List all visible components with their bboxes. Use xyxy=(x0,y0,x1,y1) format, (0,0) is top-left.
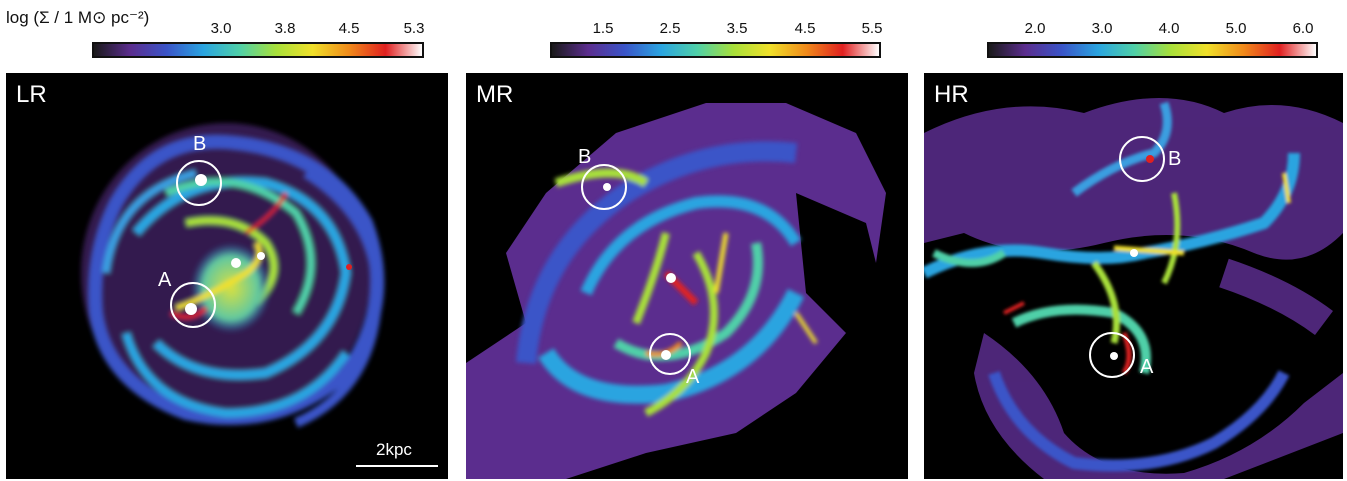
tick-label: 2.0 xyxy=(1024,20,1046,37)
panel-label: MR xyxy=(476,81,514,108)
region-label-a: A xyxy=(686,366,700,388)
region-circle-b xyxy=(581,164,627,210)
tick-label: 6.0 xyxy=(1292,20,1314,37)
region-circle-a xyxy=(170,282,216,328)
region-label-a: A xyxy=(1140,356,1154,378)
tick-label: 5.5 xyxy=(861,20,883,37)
colorbar-label: log (Σ / 1 M⊙ pc⁻²) xyxy=(6,8,150,27)
region-label-a: A xyxy=(158,269,172,291)
panel-mr: MR B A xyxy=(466,73,908,479)
panel-label: HR xyxy=(934,81,969,108)
region-circle-b xyxy=(1119,136,1165,182)
panel-hr: HR B A xyxy=(924,73,1343,479)
panel-lr: LR B A 2kpc xyxy=(6,73,448,479)
colorbar-lr xyxy=(92,42,424,58)
galaxy-image-mr xyxy=(466,103,908,479)
region-circle-a xyxy=(1089,332,1135,378)
tick-label: 3.8 xyxy=(274,20,296,37)
tick-label: 5.3 xyxy=(403,20,425,37)
tick-label: 5.0 xyxy=(1225,20,1247,37)
colorbar-mr xyxy=(550,42,881,58)
panel-label: LR xyxy=(16,81,47,108)
tick-label: 3.0 xyxy=(210,20,232,37)
region-label-b: B xyxy=(193,133,207,155)
scale-bar xyxy=(356,465,438,467)
tick-label: 2.5 xyxy=(659,20,681,37)
tick-label: 3.5 xyxy=(726,20,748,37)
tick-label: 4.5 xyxy=(794,20,816,37)
tick-label: 3.0 xyxy=(1091,20,1113,37)
region-label-b: B xyxy=(1168,148,1182,170)
scale-bar-label: 2kpc xyxy=(376,440,412,459)
region-circle-a xyxy=(649,333,691,375)
tick-label: 4.5 xyxy=(338,20,360,37)
tick-label: 4.0 xyxy=(1158,20,1180,37)
galaxy-image-hr xyxy=(924,98,1343,479)
region-label-b: B xyxy=(578,146,592,168)
region-circle-b xyxy=(176,160,222,206)
tick-label: 1.5 xyxy=(592,20,614,37)
colorbar-hr xyxy=(987,42,1318,58)
galaxy-image-lr xyxy=(81,123,385,428)
